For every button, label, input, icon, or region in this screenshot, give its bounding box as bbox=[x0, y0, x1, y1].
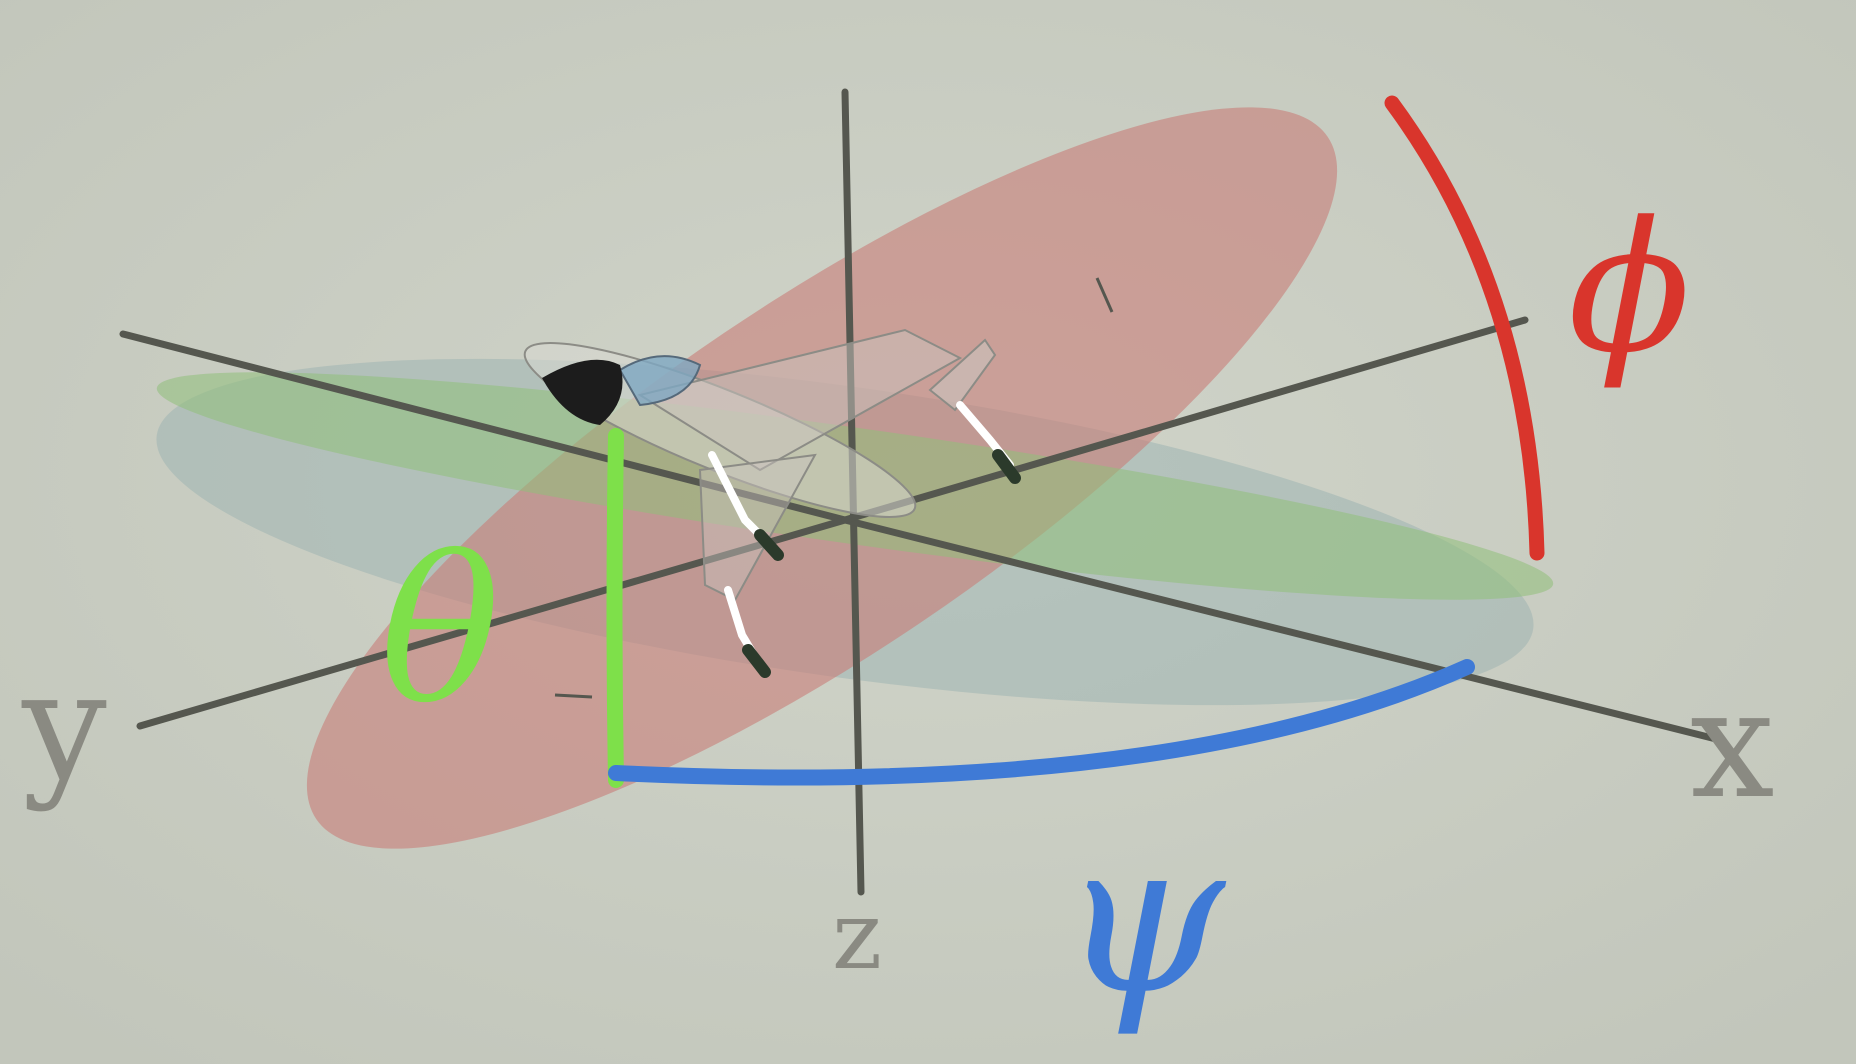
canopy bbox=[618, 355, 702, 407]
y-axis-front bbox=[136, 516, 849, 730]
phi-arc bbox=[1384, 95, 1545, 561]
theta-label: θ bbox=[380, 515, 500, 748]
tick-mark bbox=[554, 693, 593, 699]
axis-label-z: z bbox=[832, 881, 882, 991]
tick-marks bbox=[554, 277, 1114, 699]
wheels bbox=[742, 449, 1021, 678]
wing bbox=[637, 328, 963, 472]
jet-aircraft-icon bbox=[523, 328, 1021, 678]
axis-label-x: x bbox=[1690, 658, 1775, 832]
nose-cone bbox=[542, 359, 623, 425]
x-axis-front bbox=[841, 516, 1724, 744]
tail-fin bbox=[928, 338, 997, 412]
x-axis-back bbox=[841, 316, 1529, 524]
psi-label: ψ bbox=[1060, 795, 1227, 1040]
psi-arc bbox=[608, 659, 1475, 786]
y-axis-back bbox=[119, 330, 849, 524]
phi-label: ϕ bbox=[1568, 184, 1691, 393]
tick-mark bbox=[1095, 277, 1114, 313]
theta-arc bbox=[606, 428, 624, 788]
axis-label-y: y bbox=[21, 640, 107, 814]
